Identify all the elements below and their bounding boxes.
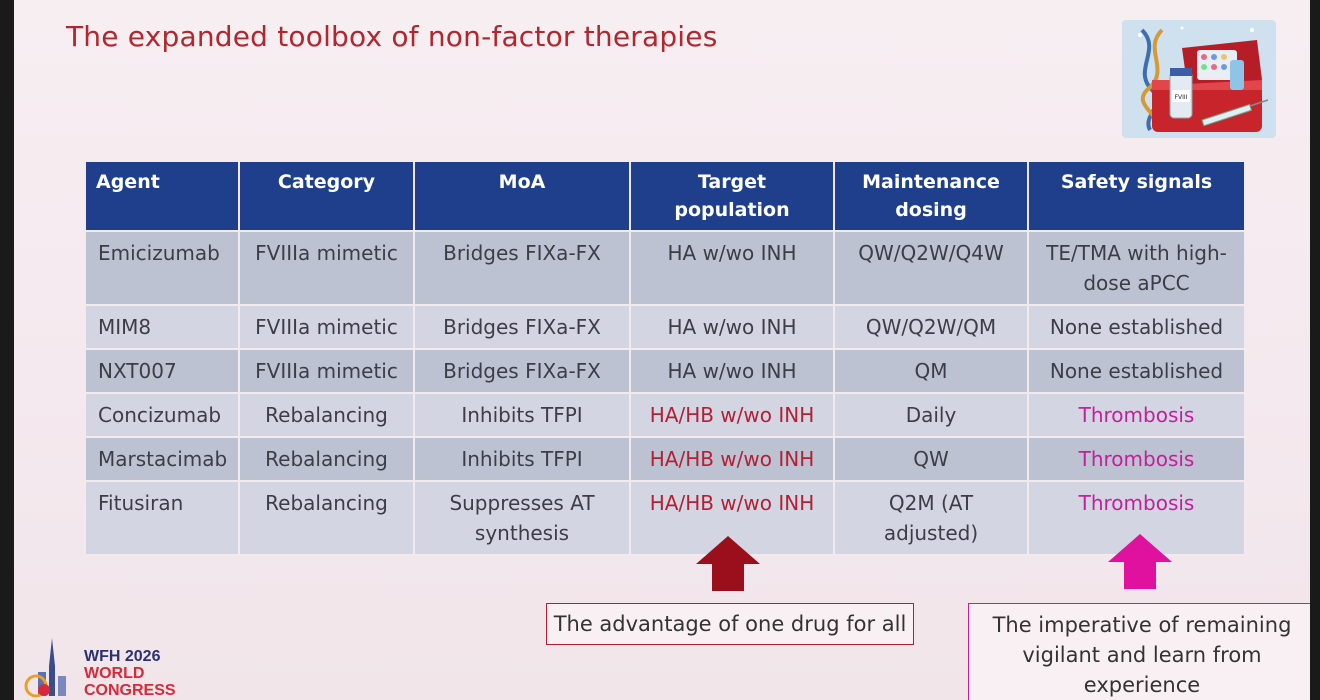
header-target-population: Target population <box>629 160 835 232</box>
wfh-logo: WFH 2026 WORLD CONGRESS <box>22 632 222 700</box>
header-agent: Agent <box>84 160 240 232</box>
cell-target: HA w/wo INH <box>629 348 835 394</box>
cell-moa: Bridges FIXa-FX <box>413 304 631 350</box>
cell-dosing: Daily <box>833 392 1029 438</box>
cell-agent: Marstacimab <box>84 436 240 482</box>
header-moa: MoA <box>413 160 631 232</box>
cell-dosing: QM <box>833 348 1029 394</box>
table-row: Fitusiran Rebalancing Suppresses AT synt… <box>84 480 1246 556</box>
cell-target: HA w/wo INH <box>629 230 835 306</box>
cell-category: FVIIIa mimetic <box>238 304 415 350</box>
table-row: NXT007 FVIIIa mimetic Bridges FIXa-FX HA… <box>84 348 1246 394</box>
toolbox-image: FVIII <box>1122 20 1276 138</box>
slide: The expanded toolbox of non-factor thera… <box>14 0 1310 700</box>
cell-target: HA/HB w/wo INH <box>629 392 835 438</box>
cell-target: HA w/wo INH <box>629 304 835 350</box>
table-row: Marstacimab Rebalancing Inhibits TFPI HA… <box>84 436 1246 482</box>
cell-target: HA/HB w/wo INH <box>629 436 835 482</box>
slide-title: The expanded toolbox of non-factor thera… <box>66 20 718 53</box>
logo-line-1: WFH 2026 <box>84 648 161 665</box>
cell-agent: Concizumab <box>84 392 240 438</box>
wfh-logo-icon <box>24 638 66 698</box>
cell-moa: Inhibits TFPI <box>413 436 631 482</box>
cell-moa: Suppresses AT synthesis <box>413 480 631 556</box>
cell-dosing: QW/Q2W/Q4W <box>833 230 1029 306</box>
cell-safety: Thrombosis <box>1027 392 1246 438</box>
table-header-row: Agent Category MoA Target population Mai… <box>84 160 1246 232</box>
table-row: MIM8 FVIIIa mimetic Bridges FIXa-FX HA w… <box>84 304 1246 350</box>
arrow-up-icon <box>696 536 760 594</box>
cell-category: FVIIIa mimetic <box>238 348 415 394</box>
arrow-up-icon <box>1108 534 1172 592</box>
cell-agent: Fitusiran <box>84 480 240 556</box>
therapies-table: Agent Category MoA Target population Mai… <box>84 160 1246 556</box>
cell-moa: Bridges FIXa-FX <box>413 230 631 306</box>
cell-dosing: Q2M (AT adjusted) <box>833 480 1029 556</box>
cell-agent: Emicizumab <box>84 230 240 306</box>
cell-category: Rebalancing <box>238 392 415 438</box>
cell-agent: MIM8 <box>84 304 240 350</box>
table-row: Concizumab Rebalancing Inhibits TFPI HA/… <box>84 392 1246 438</box>
callout-one-drug: The advantage of one drug for all <box>546 603 914 645</box>
cell-safety: TE/TMA with high-dose aPCC <box>1027 230 1246 306</box>
header-category: Category <box>238 160 415 232</box>
cell-agent: NXT007 <box>84 348 240 394</box>
cell-moa: Inhibits TFPI <box>413 392 631 438</box>
vial-label: FVIII <box>1175 94 1188 101</box>
cell-dosing: QW/Q2W/QM <box>833 304 1029 350</box>
cell-category: Rebalancing <box>238 436 415 482</box>
header-safety-signals: Safety signals <box>1027 160 1246 232</box>
cell-category: FVIIIa mimetic <box>238 230 415 306</box>
logo-line-2: WORLD <box>84 665 145 682</box>
cell-safety: None established <box>1027 304 1246 350</box>
cell-safety: Thrombosis <box>1027 436 1246 482</box>
table-row: Emicizumab FVIIIa mimetic Bridges FIXa-F… <box>84 230 1246 306</box>
cell-dosing: QW <box>833 436 1029 482</box>
cell-moa: Bridges FIXa-FX <box>413 348 631 394</box>
header-maintenance-dosing: Maintenance dosing <box>833 160 1029 232</box>
logo-line-3: CONGRESS <box>84 682 176 699</box>
cell-category: Rebalancing <box>238 480 415 556</box>
callout-vigilant: The imperative of remaining vigilant and… <box>968 603 1310 700</box>
cell-safety: None established <box>1027 348 1246 394</box>
